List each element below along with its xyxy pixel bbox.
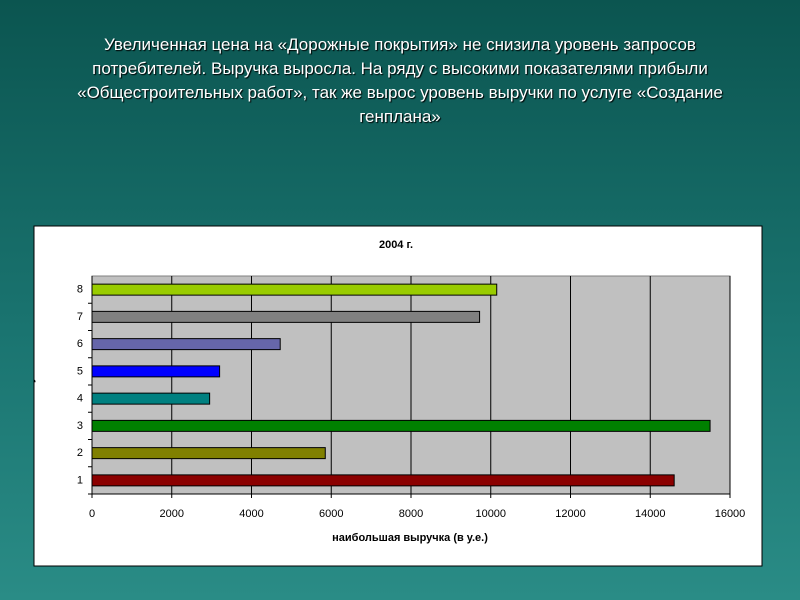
- bar: [91, 419, 711, 432]
- bar: [91, 447, 326, 460]
- bar: [91, 338, 281, 351]
- y-tick-label: 8: [77, 284, 83, 296]
- bar: [91, 365, 221, 378]
- x-tick-label: 8000: [399, 508, 423, 520]
- y-tick-label: 4: [77, 393, 83, 405]
- x-tick-label: 12000: [555, 508, 586, 520]
- y-axis-label: Услуга: [24, 365, 36, 402]
- y-tick-label: 5: [77, 365, 83, 377]
- x-tick-label: 10000: [475, 508, 506, 520]
- bar: [91, 474, 675, 487]
- y-tick-label: 7: [77, 311, 83, 323]
- x-tick-label: 16000: [715, 508, 746, 520]
- bar: [91, 392, 211, 405]
- x-axis-label: наибольшая выручка (в у.е.): [332, 532, 488, 544]
- x-tick-label: 14000: [635, 508, 666, 520]
- y-tick-label: 1: [77, 474, 83, 486]
- chart-title: 2004 г.: [379, 239, 413, 251]
- y-tick-label: 6: [77, 338, 83, 350]
- bar: [91, 310, 481, 323]
- x-tick-label: 4000: [239, 508, 263, 520]
- y-tick-label: 3: [77, 420, 83, 432]
- slide-heading: Увеличенная цена на «Дорожные покрытия» …: [77, 35, 723, 126]
- x-tick-label: 2000: [160, 508, 184, 520]
- x-tick-label: 6000: [319, 508, 343, 520]
- bar: [91, 283, 498, 296]
- x-tick-label: 0: [89, 508, 95, 520]
- y-tick-label: 2: [77, 447, 83, 459]
